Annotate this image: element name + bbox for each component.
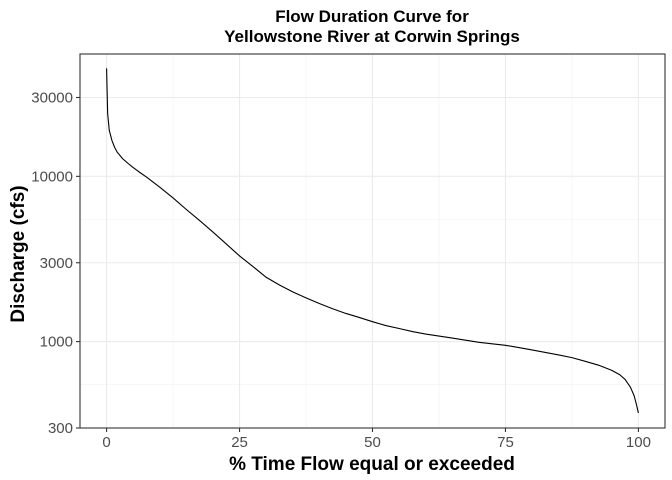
series-group: [106, 68, 639, 414]
y-tick-label: 3000: [40, 255, 73, 272]
y-axis: 300 1000 3000 10000 30000: [31, 90, 80, 437]
chart-title-line-1: Flow Duration Curve for: [275, 7, 469, 26]
x-tick-label: 75: [497, 434, 514, 451]
x-axis: 0 25 50 75 100: [102, 428, 651, 451]
x-axis-title: % Time Flow equal or exceeded: [229, 454, 515, 475]
chart-title-line-2: Yellowstone River at Corwin Springs: [224, 27, 520, 46]
series-line: [106, 68, 639, 414]
chart-title: Flow Duration Curve for Yellowstone Rive…: [224, 7, 520, 46]
y-tick-label: 30000: [31, 90, 73, 107]
y-axis-title: Discharge (cfs): [8, 185, 29, 322]
x-tick-label: 50: [364, 434, 381, 451]
x-tick-label: 25: [231, 434, 248, 451]
y-tick-label: 300: [48, 420, 73, 437]
y-tick-label: 1000: [40, 334, 73, 351]
grid-major: [80, 54, 665, 429]
x-tick-label: 100: [626, 434, 651, 451]
y-tick-label: 10000: [31, 168, 73, 185]
x-tick-label: 0: [102, 434, 110, 451]
